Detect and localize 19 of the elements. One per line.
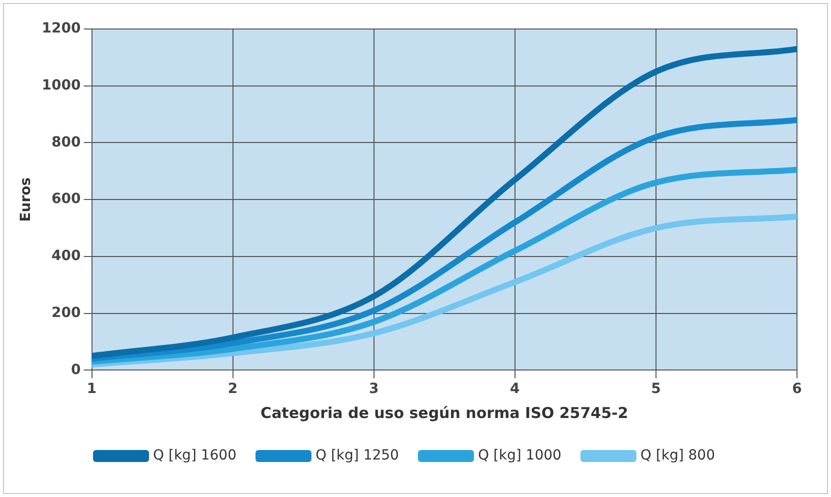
x-tick-label: 2 [228, 381, 238, 398]
y-tick-label: 1200 [42, 20, 82, 37]
x-tick-label: 5 [651, 381, 661, 398]
x-axis-title: Categoria de uso según norma ISO 25745-2 [260, 404, 628, 422]
x-tick-label: 6 [792, 381, 802, 398]
y-tick-label: 400 [52, 248, 82, 264]
y-tick-label: 0 [71, 362, 82, 378]
legend-label: Q [kg] 800 [640, 448, 715, 464]
y-tick-label: 600 [52, 191, 82, 208]
legend-label: Q [kg] 1600 [153, 448, 236, 464]
y-tick-label: 1000 [42, 78, 82, 94]
y-axis-title: Euros [18, 177, 34, 222]
y-tick-label: 200 [52, 304, 82, 321]
legend-label: Q [kg] 1000 [478, 448, 562, 464]
y-tick-label: 800 [52, 134, 82, 150]
legend-label: Q [kg] 1250 [315, 448, 399, 464]
x-tick-label: 3 [368, 381, 379, 398]
x-tick-label: 1 [86, 381, 97, 398]
x-tick-label: 4 [510, 381, 520, 398]
